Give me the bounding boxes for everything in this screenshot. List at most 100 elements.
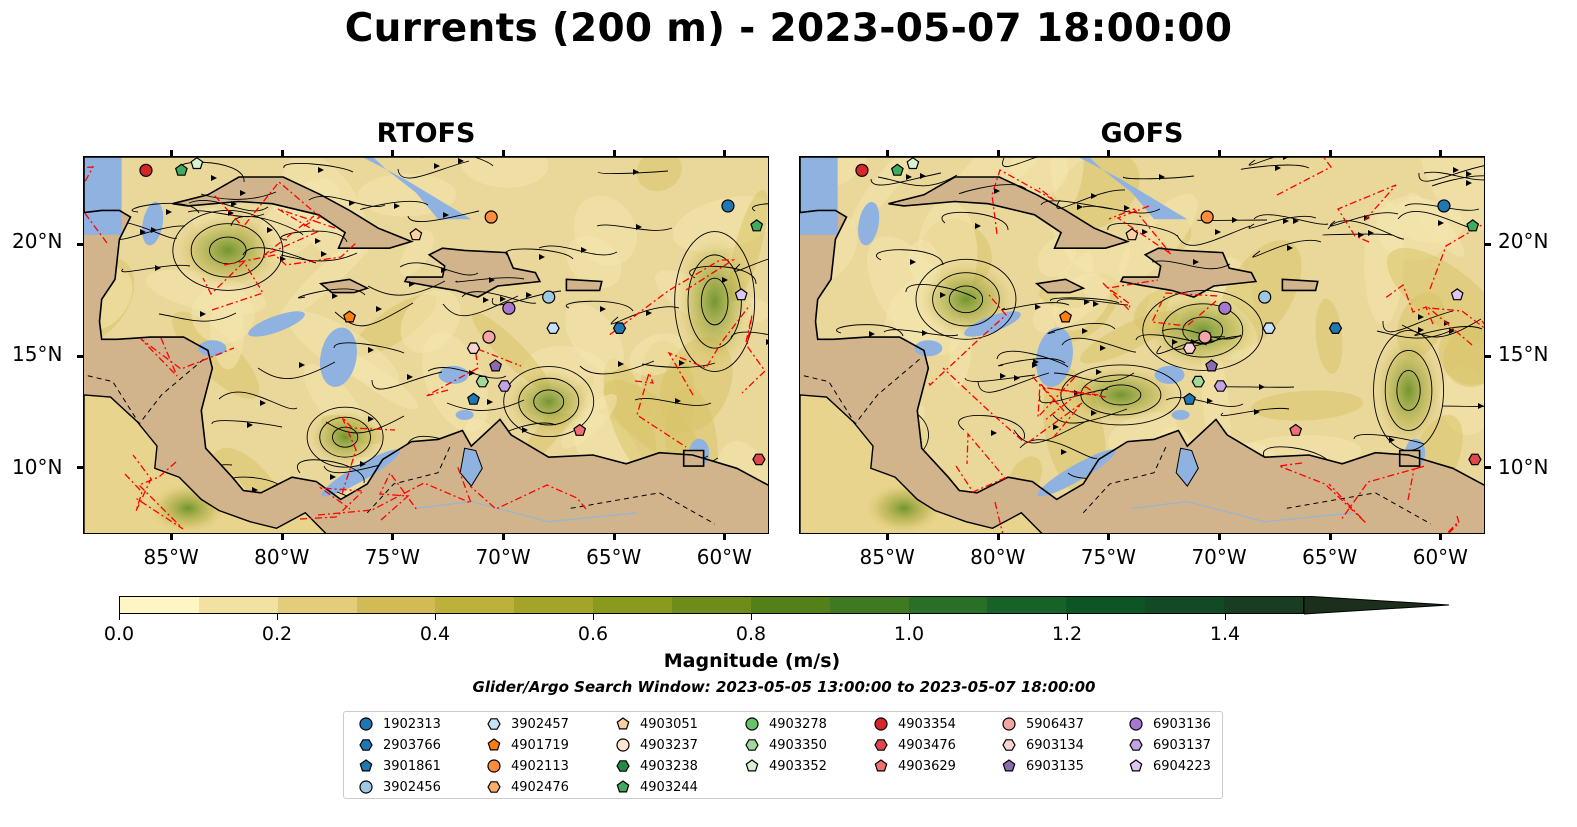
map-canvas[interactable] bbox=[800, 157, 1485, 534]
legend-marker-3902456[interactable] bbox=[359, 780, 373, 794]
float-marker-6903136[interactable] bbox=[502, 301, 516, 315]
float-marker-3902457[interactable] bbox=[1262, 322, 1276, 334]
float-marker-4903051[interactable] bbox=[1125, 228, 1139, 241]
float-marker-6903137[interactable] bbox=[497, 380, 512, 392]
legend-marker-4902113[interactable] bbox=[487, 759, 501, 773]
map-panel-gofs[interactable] bbox=[799, 156, 1485, 534]
lon-label-85w-p1: 85°W bbox=[859, 545, 915, 569]
legend-marker-6904223[interactable] bbox=[1129, 759, 1143, 772]
legend-marker-6903136[interactable] bbox=[1129, 717, 1143, 731]
legend-marker-4902476[interactable] bbox=[487, 781, 501, 793]
float-marker-3901861[interactable] bbox=[467, 392, 480, 405]
float-marker-6903135[interactable] bbox=[1205, 359, 1219, 372]
float-marker-4901719[interactable] bbox=[1059, 310, 1073, 323]
legend-marker-5906437[interactable] bbox=[1002, 717, 1016, 731]
legend-marker-6903134[interactable] bbox=[1002, 739, 1016, 751]
float-marker-2903766[interactable] bbox=[1328, 322, 1343, 334]
float-marker-6904223[interactable] bbox=[1450, 288, 1464, 301]
legend-marker-4901719[interactable] bbox=[487, 738, 501, 751]
colorbar-segment bbox=[1066, 597, 1146, 613]
float-marker-6903134[interactable] bbox=[1182, 342, 1197, 354]
float-marker-4902113[interactable] bbox=[484, 210, 498, 224]
float-marker-3902457[interactable] bbox=[546, 322, 560, 334]
float-marker-4903350[interactable] bbox=[1191, 375, 1205, 388]
float-marker-6904223[interactable] bbox=[734, 288, 748, 301]
circle-icon bbox=[359, 780, 373, 794]
eddy-streamline bbox=[306, 406, 384, 468]
map-canvas[interactable] bbox=[84, 157, 769, 534]
float-marker-4903350[interactable] bbox=[475, 375, 489, 388]
speed-patch bbox=[1315, 298, 1343, 374]
float-marker-4903352[interactable] bbox=[906, 157, 920, 170]
lat-tick bbox=[77, 465, 83, 469]
float-marker-4901719[interactable] bbox=[343, 310, 357, 323]
legend-marker-3902457[interactable] bbox=[487, 718, 501, 730]
track-line bbox=[1446, 515, 1460, 533]
eddy-speed-core bbox=[503, 366, 594, 437]
legend-marker-4903476[interactable] bbox=[874, 739, 888, 751]
float-marker-4903629[interactable] bbox=[1289, 423, 1303, 436]
flow-arrow bbox=[155, 265, 161, 271]
shallow-bank bbox=[142, 201, 164, 246]
float-marker-6903134[interactable] bbox=[466, 342, 481, 354]
bahamas-banks bbox=[1078, 157, 1188, 220]
map-panel-rtofs[interactable] bbox=[83, 156, 769, 534]
legend-marker-2903766[interactable] bbox=[359, 739, 373, 751]
flow-arrow bbox=[636, 224, 642, 230]
float-marker-4903244[interactable] bbox=[750, 219, 764, 232]
float-marker-4903051[interactable] bbox=[409, 228, 423, 241]
legend-marker-4903629[interactable] bbox=[874, 759, 888, 772]
legend-marker-4903244[interactable] bbox=[616, 780, 630, 793]
shallow-bank bbox=[1154, 365, 1185, 384]
float-marker-1902313[interactable] bbox=[721, 199, 735, 213]
legend-marker-4903352[interactable] bbox=[745, 759, 759, 772]
float-marker-5906437[interactable] bbox=[1198, 330, 1212, 344]
flow-arrow bbox=[910, 259, 916, 265]
eddy-streamline bbox=[1182, 316, 1224, 345]
flow-arrow bbox=[1053, 424, 1059, 430]
legend-marker-4903238[interactable] bbox=[616, 760, 630, 772]
legend-marker-3901861[interactable] bbox=[359, 759, 373, 772]
float-marker-4903354[interactable] bbox=[855, 163, 869, 177]
legend-marker-4903354[interactable] bbox=[874, 717, 888, 731]
streamline bbox=[689, 265, 757, 285]
float-marker-4903476[interactable] bbox=[752, 453, 766, 466]
float-marker-6903137[interactable] bbox=[1213, 380, 1228, 392]
float-marker-4903629[interactable] bbox=[573, 423, 587, 436]
legend-marker-6903137[interactable] bbox=[1129, 739, 1143, 751]
lon-tick bbox=[1439, 534, 1443, 540]
float-marker-4903244[interactable] bbox=[1466, 219, 1480, 232]
lon-label-85w-p0: 85°W bbox=[143, 545, 199, 569]
float-marker-2903766[interactable] bbox=[612, 322, 627, 334]
float-marker-6903136[interactable] bbox=[1218, 301, 1232, 315]
flow-arrow bbox=[675, 398, 681, 404]
streamline bbox=[360, 200, 429, 210]
float-marker-3902456[interactable] bbox=[1258, 290, 1272, 304]
legend-marker-4903237[interactable] bbox=[616, 738, 630, 752]
legend-marker-1902313[interactable] bbox=[359, 717, 373, 731]
pentagon-icon bbox=[616, 780, 630, 793]
float-marker-5906437[interactable] bbox=[482, 330, 496, 344]
float-marker-6903135[interactable] bbox=[489, 359, 503, 372]
float-marker-4903244[interactable] bbox=[890, 163, 904, 176]
legend-marker-6903135[interactable] bbox=[1002, 759, 1016, 772]
float-marker-4903352[interactable] bbox=[190, 157, 204, 170]
legend-marker-4903350[interactable] bbox=[745, 739, 759, 751]
float-marker-3902456[interactable] bbox=[542, 290, 556, 304]
float-marker-4903244[interactable] bbox=[174, 163, 188, 176]
eddy-streamline bbox=[1100, 384, 1142, 406]
colorbar-tick bbox=[909, 614, 910, 620]
float-marker-1902313[interactable] bbox=[1437, 199, 1451, 213]
legend-marker-4903051[interactable] bbox=[616, 717, 630, 730]
eddy-streamline bbox=[948, 285, 984, 314]
float-marker-3901861[interactable] bbox=[1183, 392, 1196, 405]
colorbar-segment bbox=[593, 597, 673, 613]
speed-patch bbox=[564, 303, 624, 372]
float-marker-4902113[interactable] bbox=[1200, 210, 1214, 224]
float-marker-4903476[interactable] bbox=[1468, 453, 1482, 466]
lon-tick bbox=[1439, 150, 1443, 156]
flow-arrow bbox=[1035, 304, 1041, 310]
float-marker-4903354[interactable] bbox=[139, 163, 153, 177]
legend-marker-4903278[interactable] bbox=[745, 717, 759, 731]
colorbar-segment bbox=[1145, 597, 1225, 613]
